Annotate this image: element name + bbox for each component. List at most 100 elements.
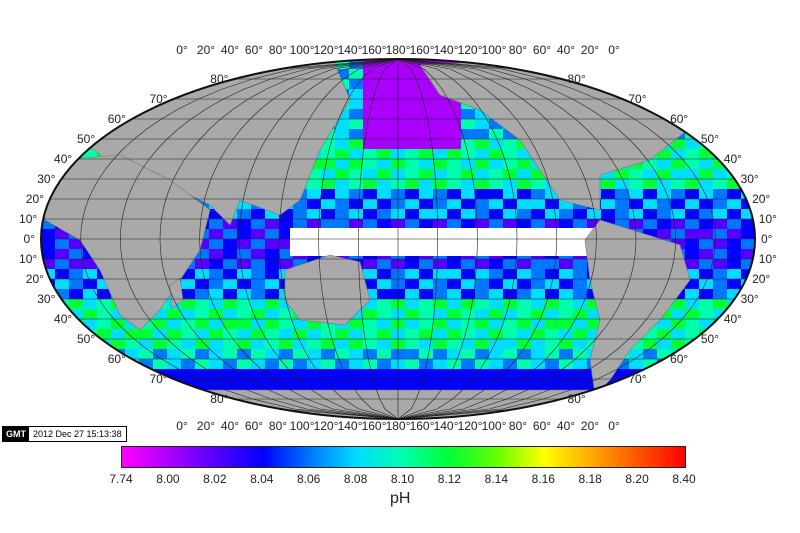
ocean-cell — [517, 269, 531, 279]
ocean-cell — [279, 329, 293, 339]
ocean-cell — [153, 339, 167, 349]
ocean-cell — [153, 349, 167, 359]
ocean-cell — [265, 279, 279, 289]
ocean-cell — [279, 309, 293, 319]
ocean-cell — [265, 309, 279, 319]
ocean-cell — [111, 309, 125, 319]
ocean-cell — [475, 349, 489, 359]
ocean-cell — [41, 359, 55, 369]
ocean-cell — [265, 349, 279, 359]
longitude-label: 20° — [197, 419, 215, 433]
longitude-label: 40° — [221, 43, 239, 57]
ocean-cell — [741, 109, 755, 119]
ocean-cell — [321, 349, 335, 359]
ocean-cell — [531, 59, 545, 69]
ocean-cell — [587, 299, 601, 309]
ocean-cell — [321, 359, 335, 369]
ocean-cell — [377, 99, 391, 109]
ocean-cell — [559, 309, 573, 319]
latitude-label: 50° — [77, 332, 95, 346]
ocean-cell — [41, 259, 55, 269]
ocean-cell — [405, 189, 419, 199]
ocean-cell — [741, 399, 755, 409]
ocean-cell — [713, 359, 727, 369]
ocean-cell — [713, 119, 727, 129]
ocean-cell — [699, 159, 713, 169]
ocean-cell — [195, 259, 209, 269]
ocean-cell — [699, 369, 713, 379]
ocean-cell — [643, 409, 657, 419]
ocean-cell — [167, 369, 181, 379]
land-australia — [284, 254, 371, 326]
ocean-cell — [223, 319, 237, 329]
ocean-cell — [167, 329, 181, 339]
ocean-cell — [377, 59, 391, 69]
ocean-cell — [545, 379, 559, 389]
ocean-cell — [69, 119, 83, 129]
ocean-cell — [195, 269, 209, 279]
ocean-cell — [69, 239, 83, 249]
ocean-cell — [685, 69, 699, 79]
ocean-cell — [377, 79, 391, 89]
ocean-cell — [293, 259, 307, 269]
ocean-cell — [195, 359, 209, 369]
ocean-cell — [713, 79, 727, 89]
ocean-cell — [685, 89, 699, 99]
ocean-cell — [447, 349, 461, 359]
ocean-cell — [69, 99, 83, 109]
ocean-cell — [111, 319, 125, 329]
ocean-cell — [671, 369, 685, 379]
ocean-cell — [475, 279, 489, 289]
ocean-cell — [405, 99, 419, 109]
ocean-cell — [97, 59, 111, 69]
ocean-cell — [545, 409, 559, 419]
ocean-cell — [573, 269, 587, 279]
ocean-cell — [475, 289, 489, 299]
ocean-cell — [209, 299, 223, 309]
ocean-cell — [615, 179, 629, 189]
colorbar-tick-label: 8.40 — [672, 472, 696, 486]
ocean-cell — [517, 339, 531, 349]
ocean-cell — [83, 99, 97, 109]
ocean-cell — [363, 379, 377, 389]
land-madagascar — [169, 277, 184, 309]
ocean-cell — [377, 209, 391, 219]
ocean-cell — [363, 299, 377, 309]
ocean-cell — [405, 79, 419, 89]
ocean-cell — [587, 399, 601, 409]
ocean-cell — [41, 239, 55, 249]
ocean-cell — [615, 79, 629, 89]
ocean-cell — [237, 289, 251, 299]
ocean-cell — [237, 249, 251, 259]
meridian-line — [278, 59, 399, 419]
ocean-cell — [405, 379, 419, 389]
ocean-cell — [363, 219, 377, 229]
ocean-cell — [209, 239, 223, 249]
ocean-cell — [447, 169, 461, 179]
ocean-cell — [615, 389, 629, 399]
ocean-cell — [433, 209, 447, 219]
ocean-cell — [363, 109, 377, 119]
ocean-cell — [461, 269, 475, 279]
latitude-label: 20° — [26, 272, 44, 286]
longitude-label: 80° — [509, 43, 527, 57]
ocean-cell — [629, 389, 643, 399]
ocean-cell — [489, 359, 503, 369]
ocean-cell — [461, 179, 475, 189]
ocean-cell — [195, 309, 209, 319]
ocean-cell — [531, 349, 545, 359]
ocean-cell — [55, 339, 69, 349]
ocean-cell — [321, 159, 335, 169]
ocean-cell — [97, 329, 111, 339]
ocean-cell — [447, 199, 461, 209]
ocean-cell — [251, 289, 265, 299]
ocean-cell — [419, 369, 433, 379]
latitude-label: 40° — [54, 152, 72, 166]
ocean-cell — [503, 359, 517, 369]
ocean-cell — [237, 229, 251, 239]
ocean-cell — [601, 399, 615, 409]
ocean-cell — [237, 409, 251, 419]
ocean-cell — [419, 199, 433, 209]
ocean-cell — [573, 409, 587, 419]
ocean-cell — [713, 209, 727, 219]
